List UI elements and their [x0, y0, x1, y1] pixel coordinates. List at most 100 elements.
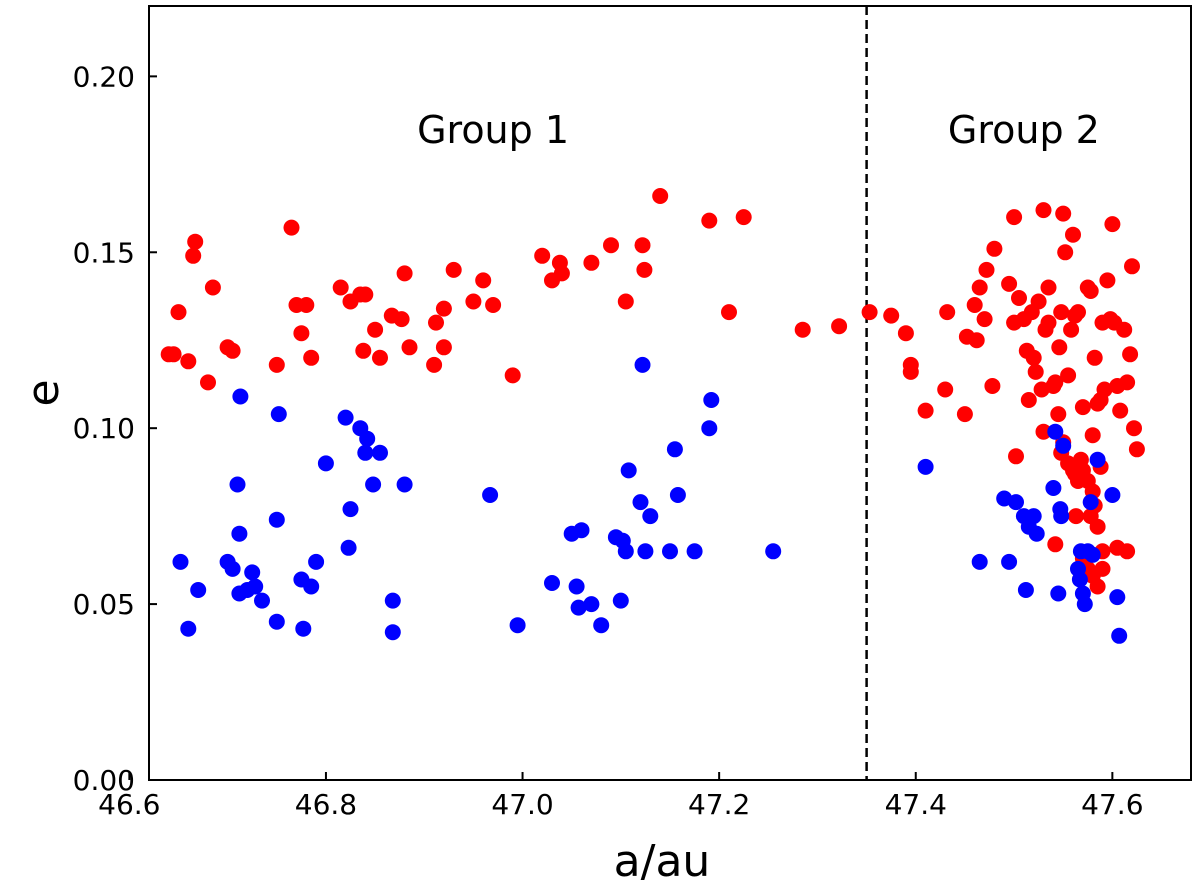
y-axis-label: e — [18, 379, 69, 406]
red-point — [1006, 209, 1023, 226]
group-label: Group 2 — [948, 108, 1100, 152]
red-point — [636, 261, 653, 278]
blue-point — [231, 525, 248, 542]
blue-point — [666, 441, 683, 458]
red-point — [396, 265, 413, 282]
red-point — [939, 304, 956, 321]
red-point — [165, 346, 182, 363]
blue-point — [337, 409, 354, 426]
red-point — [1050, 406, 1067, 423]
blue-point — [1045, 480, 1062, 496]
red-point — [735, 209, 752, 226]
red-point — [1060, 367, 1077, 384]
blue-point — [384, 624, 401, 641]
red-point — [187, 233, 204, 250]
red-point — [372, 349, 388, 366]
blue-point — [1111, 627, 1128, 644]
red-point — [1086, 349, 1103, 366]
blue-point — [365, 476, 382, 493]
red-point — [1122, 346, 1139, 363]
red-point — [465, 293, 482, 310]
blue-point — [303, 578, 320, 595]
plot-frame — [148, 5, 1192, 781]
blue-point — [372, 444, 388, 461]
red-point — [831, 318, 848, 335]
red-point — [435, 300, 452, 317]
red-point — [204, 279, 221, 296]
red-point — [986, 240, 1003, 257]
blue-point — [342, 501, 359, 518]
blue-point — [1050, 585, 1067, 602]
x-tick-label: 46.8 — [295, 788, 357, 821]
blue-point — [701, 420, 718, 437]
blue-point — [1017, 582, 1034, 598]
blue-point — [1055, 437, 1072, 454]
red-point — [1027, 363, 1044, 380]
blue-point — [308, 553, 325, 570]
red-point — [978, 261, 995, 278]
blue-point — [544, 575, 560, 591]
red-point — [401, 339, 418, 356]
red-point — [485, 297, 502, 313]
red-point — [937, 381, 954, 398]
red-point — [1011, 290, 1027, 306]
blue-point — [172, 553, 189, 570]
red-point — [1065, 226, 1081, 243]
red-point — [721, 304, 737, 321]
red-point — [426, 356, 443, 373]
red-point — [1082, 283, 1099, 299]
red-point — [1055, 205, 1072, 222]
red-point — [293, 325, 310, 342]
red-point — [1068, 508, 1084, 525]
red-point — [1112, 402, 1129, 419]
red-point — [968, 332, 985, 349]
red-point — [185, 247, 202, 264]
data-points — [160, 188, 1145, 644]
red-point — [393, 311, 410, 328]
blue-point — [612, 592, 629, 609]
red-point — [435, 339, 452, 356]
red-point — [1051, 339, 1068, 356]
x-tick-label: 47.4 — [885, 788, 947, 821]
red-point — [1047, 536, 1064, 553]
blue-point — [1076, 596, 1093, 613]
group-annotations: Group 1 Group 2 — [417, 108, 1100, 152]
red-point — [976, 311, 993, 328]
red-point — [1020, 392, 1037, 408]
red-point — [283, 219, 300, 236]
red-point — [1089, 578, 1106, 595]
x-tick-label: 47.2 — [688, 788, 750, 821]
red-point — [1035, 423, 1052, 440]
red-point — [553, 265, 570, 282]
red-point — [971, 279, 988, 296]
blue-point — [1104, 487, 1121, 503]
blue-point — [482, 487, 499, 503]
blue-point — [1109, 589, 1126, 606]
blue-point — [634, 356, 651, 373]
y-tick-label: 0.05 — [73, 588, 135, 621]
red-point — [1096, 381, 1113, 398]
blue-point — [917, 458, 934, 475]
blue-point — [686, 543, 703, 560]
red-point — [445, 261, 462, 278]
red-point — [428, 314, 444, 331]
red-point — [357, 286, 374, 303]
red-point — [355, 342, 372, 359]
blue-point — [254, 592, 270, 609]
blue-point — [637, 543, 654, 560]
blue-point — [1008, 494, 1024, 511]
red-point — [1040, 279, 1057, 296]
red-point — [583, 254, 600, 271]
red-point — [701, 212, 718, 229]
red-point — [883, 307, 900, 324]
blue-point — [662, 543, 678, 560]
red-point — [1053, 304, 1070, 321]
blue-point — [295, 620, 312, 637]
blue-point — [593, 617, 610, 634]
blue-point — [632, 494, 649, 511]
blue-point — [971, 553, 988, 570]
red-point — [224, 342, 241, 359]
blue-point — [1047, 423, 1064, 440]
blue-point — [396, 476, 413, 493]
y-tick-label: 0.10 — [73, 412, 135, 445]
